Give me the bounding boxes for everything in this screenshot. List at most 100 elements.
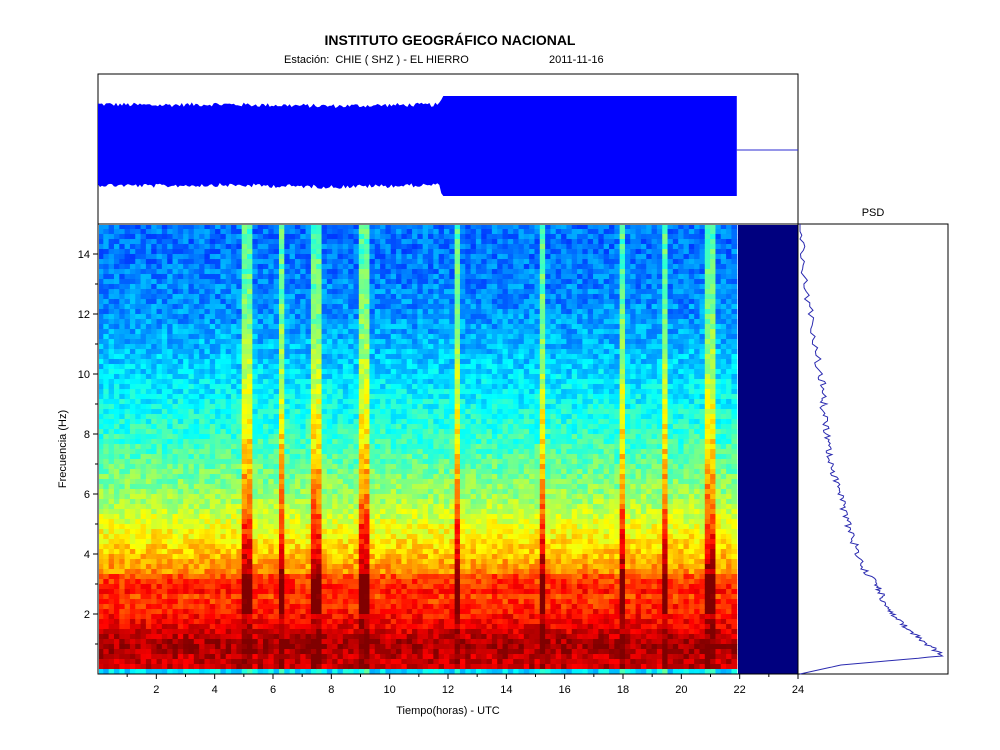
spectrogram-cell [161,634,168,640]
spectrogram-cell [241,554,248,560]
spectrogram-cell [236,464,243,470]
spectrogram-cell [284,384,291,390]
spectrogram-cell [310,469,317,475]
spectrogram-cell [236,584,243,590]
spectrogram-cell [247,499,253,505]
spectrogram-cell [108,504,115,510]
spectrogram-cell [316,589,323,595]
spectrogram-cell [385,324,392,330]
spectrogram-cell [353,304,360,310]
spectrogram-cell [257,619,264,625]
spectrogram-cell [151,529,158,535]
spectrogram-cell [220,284,227,290]
spectrogram-cell [321,644,328,650]
spectrogram-cell [390,369,397,375]
spectrogram-cell [337,234,344,240]
spectrogram-cell [231,344,237,350]
spectrogram-cell [220,524,227,530]
spectrogram-cell [247,284,253,290]
spectrogram-cell [204,669,211,674]
spectrogram-cell [225,614,232,620]
spectrogram-cell [369,354,376,360]
spectrogram-cell [369,604,376,610]
spectrogram-cell [204,664,211,670]
spectrogram-cell [241,459,248,465]
spectrogram-cell [385,434,392,440]
spectrogram-cell [135,334,142,340]
spectrogram-cell [151,314,158,320]
spectrogram-cell [289,469,296,475]
spectrogram-cell [113,549,120,555]
spectrogram-cell [161,649,168,655]
spectrogram-cell [321,369,328,375]
spectrogram-cell [358,624,365,630]
spectrogram-cell [289,614,296,620]
spectrogram-cell [167,419,174,425]
spectrogram-cell [252,539,259,545]
spectrogram-cell [305,404,312,410]
spectrogram-cell [257,374,264,380]
spectrogram-cell [284,639,291,645]
spectrogram-cell [305,559,312,565]
spectrogram-cell [119,294,126,300]
spectrogram-cell [199,654,206,660]
spectrogram-cell [332,339,339,345]
spectrogram-cell [278,494,285,500]
spectrogram-cell [199,429,206,435]
spectrogram-cell [385,409,392,415]
spectrogram-cell [358,269,365,275]
spectrogram-cell [140,624,147,630]
spectrogram-cell [156,269,163,275]
spectrogram-cell [241,389,248,395]
spectrogram-cell [385,294,392,300]
spectrogram-cell [257,424,264,430]
spectrogram-cell [220,474,227,480]
spectrogram-cell [172,664,179,670]
spectrogram-cell [310,389,317,395]
spectrogram-cell [215,654,222,660]
spectrogram-cell [342,584,349,590]
spectrogram-cell [289,225,296,230]
spectrogram-cell [140,489,147,495]
spectrogram-cell [321,364,328,370]
spectrogram-cell [321,514,328,520]
spectrogram-cell [337,529,344,535]
spectrogram-cell [337,284,344,290]
spectrogram-cell [353,439,360,445]
spectrogram-cell [358,594,365,600]
spectrogram-cell [348,449,355,455]
spectrogram-cell [215,429,222,435]
spectrogram-cell [225,309,232,315]
spectrogram-cell [99,454,104,460]
spectrogram-cell [172,225,179,230]
spectrogram-cell [380,225,387,230]
spectrogram-cell [268,519,275,525]
spectrogram-cell [294,474,301,480]
spectrogram-cell [257,444,264,450]
spectrogram-cell [167,274,174,280]
spectrogram-cell [332,644,339,650]
spectrogram-cell [225,274,232,280]
spectrogram-cell [193,404,200,410]
spectrogram-cell [364,249,371,255]
spectrogram-cell [284,329,291,335]
spectrogram-cell [119,234,126,240]
spectrogram-cell [209,544,216,550]
spectrogram-cell [353,614,360,620]
spectrogram-cell [300,229,307,235]
spectrogram-cell [289,334,296,340]
spectrogram-cell [151,289,158,295]
spectrogram-cell [353,504,360,510]
spectrogram-cell [316,434,323,440]
spectrogram-cell [231,434,237,440]
spectrogram-cell [300,484,307,490]
spectrogram-cell [193,624,200,630]
spectrogram-cell [193,324,200,330]
spectrogram-cell [337,604,344,610]
spectrogram-cell [369,439,376,445]
spectrogram-cell [348,564,355,570]
spectrogram-cell [231,639,237,645]
spectrogram-cell [172,519,179,525]
spectrogram-cell [342,299,349,305]
spectrogram-cell [183,394,190,400]
